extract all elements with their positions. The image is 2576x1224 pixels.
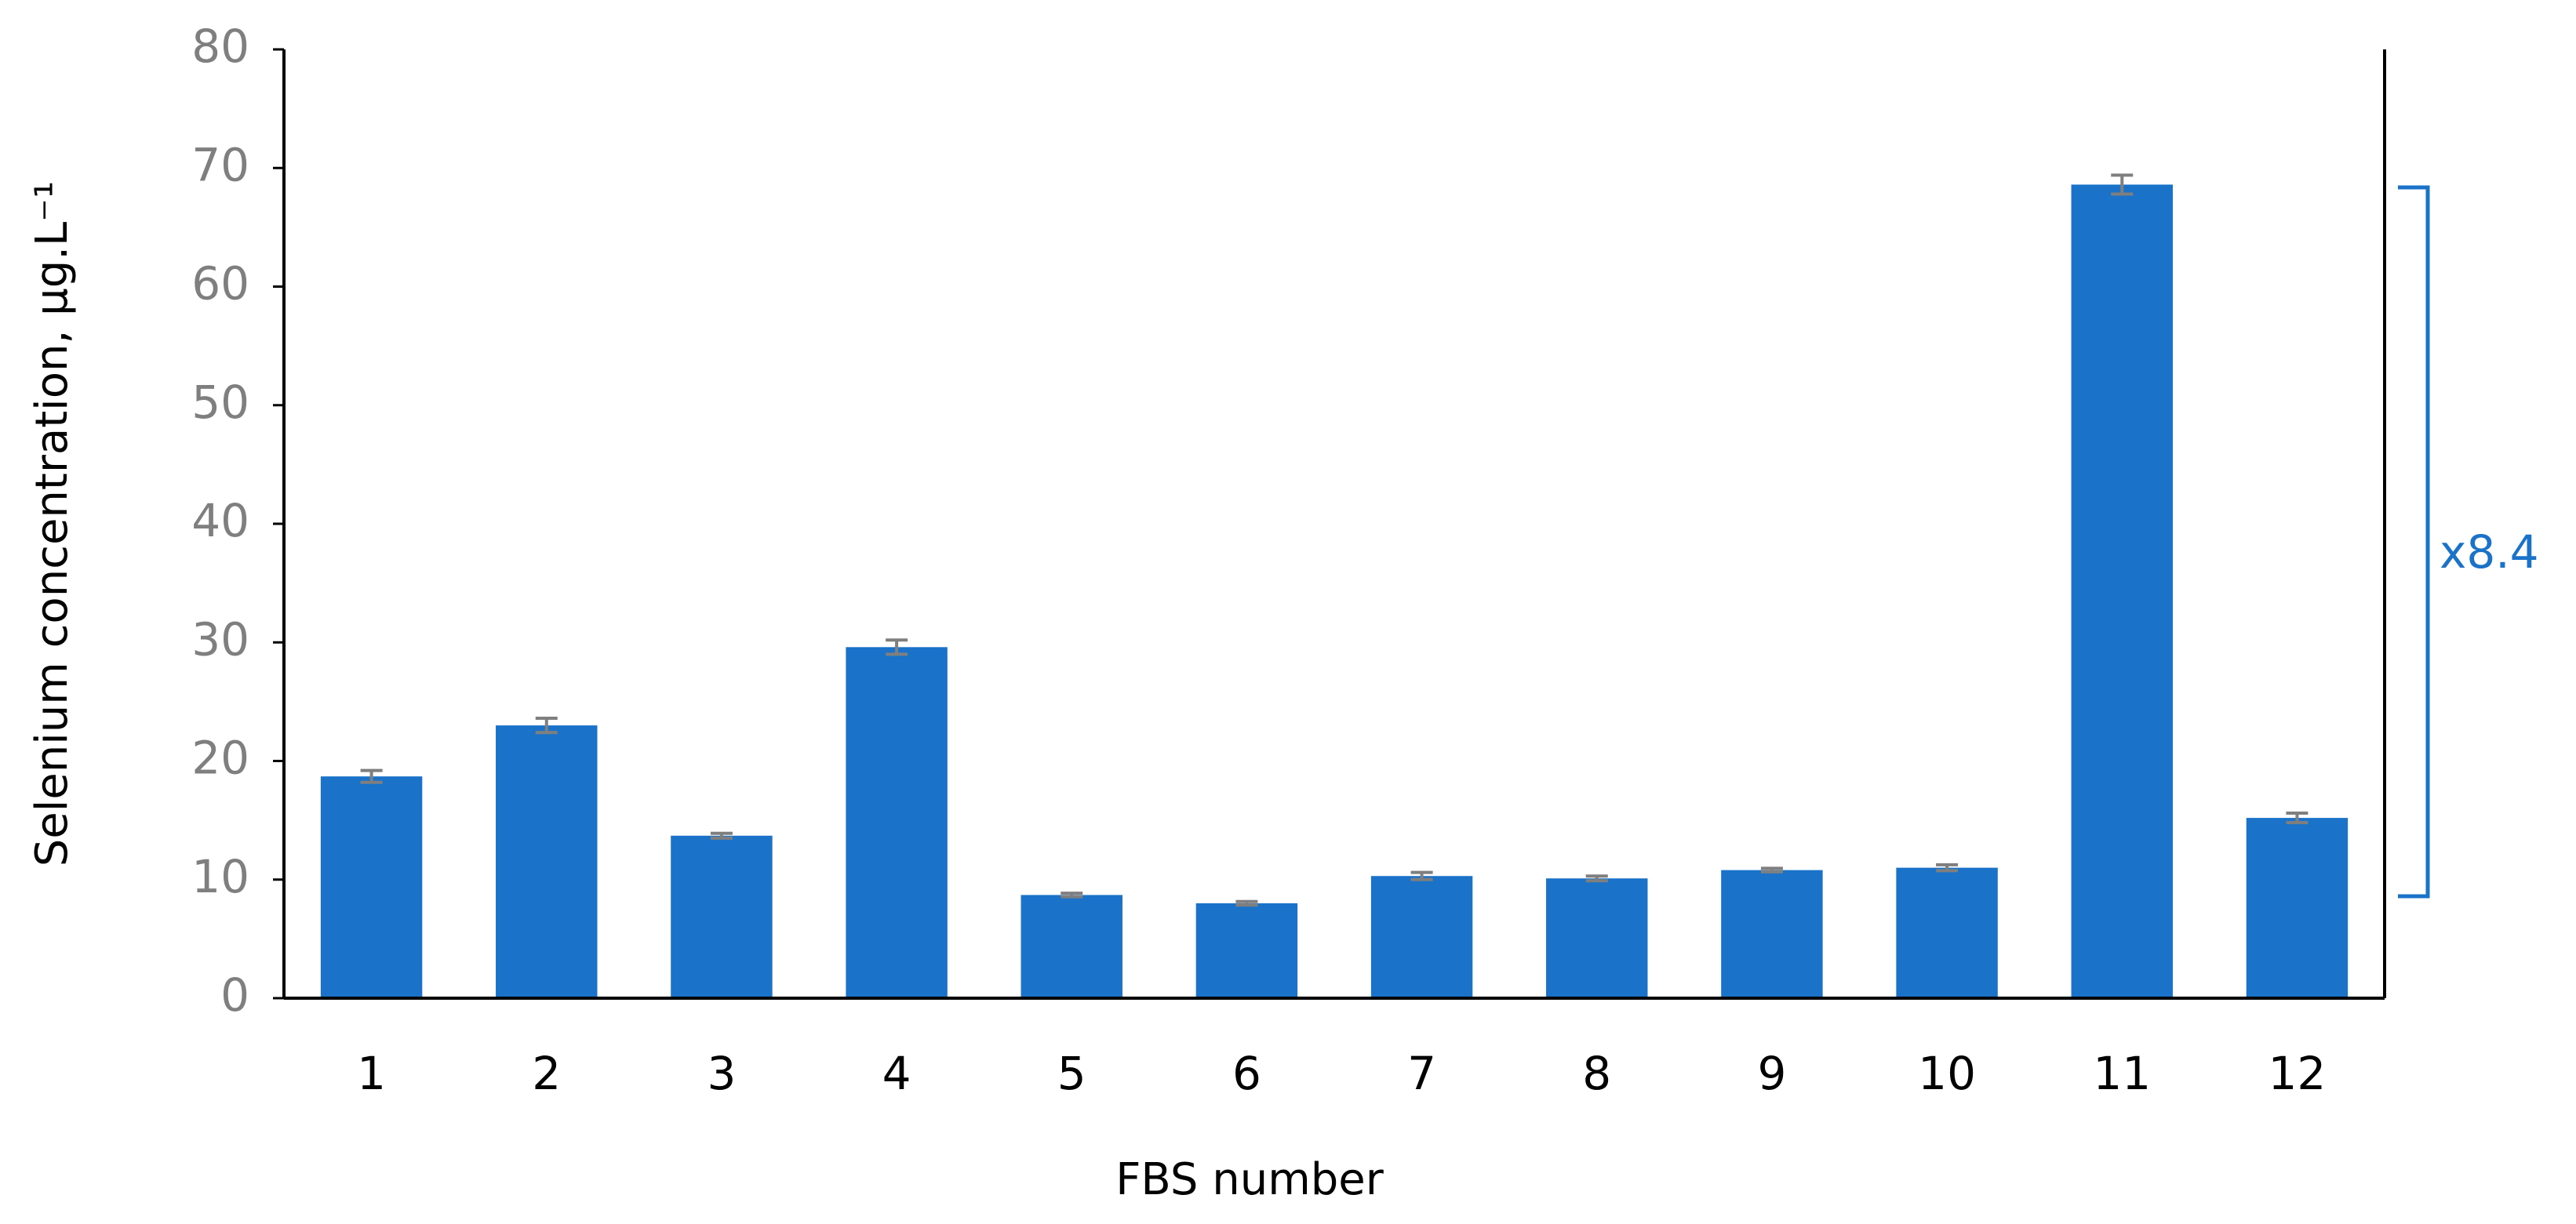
bar <box>1546 878 1648 998</box>
error-bar <box>1235 899 1258 907</box>
bar <box>320 776 423 998</box>
y-tick-label: 70 <box>191 138 249 191</box>
x-tick-label: 2 <box>532 1047 561 1100</box>
bar <box>1721 870 1823 998</box>
error-bar <box>1936 863 1959 873</box>
x-tick-label: 12 <box>2269 1047 2327 1100</box>
x-tick-label: 8 <box>1582 1047 1611 1100</box>
y-tick-label: 60 <box>191 257 249 311</box>
y-tick-label: 20 <box>191 732 249 785</box>
error-bar <box>1585 874 1608 883</box>
bar <box>1896 867 1998 998</box>
error-bar <box>360 768 383 784</box>
bar <box>1021 895 1122 998</box>
error-bar <box>1760 866 1783 874</box>
x-tick-label: 7 <box>1407 1047 1436 1100</box>
bar <box>2246 818 2349 998</box>
error-bar <box>1410 870 1433 881</box>
x-tick-label: 10 <box>1918 1047 1976 1100</box>
error-bar <box>886 638 908 656</box>
y-tick-label: 30 <box>191 612 249 666</box>
x-axis-title: FBS number <box>1115 1154 1384 1205</box>
bar <box>496 725 598 998</box>
x-tick-label: 3 <box>707 1047 736 1100</box>
x-tick-label: 6 <box>1232 1047 1261 1100</box>
y-tick-label: 80 <box>191 20 249 73</box>
x-tick-label: 9 <box>1757 1047 1786 1100</box>
error-bar <box>1061 892 1083 899</box>
y-tick-label: 0 <box>220 968 249 1022</box>
x-tick-label: 5 <box>1057 1047 1086 1100</box>
y-tick-label: 10 <box>191 850 249 903</box>
bar <box>846 647 948 998</box>
y-tick-label: 40 <box>191 494 249 547</box>
y-axis-title: Selenium concentration, μg.L⁻¹ <box>27 181 78 867</box>
bar <box>1195 903 1298 998</box>
bar <box>2071 184 2173 998</box>
error-bar <box>2111 173 2134 196</box>
x-tick-label: 1 <box>357 1047 386 1100</box>
bar <box>1370 876 1473 998</box>
annotation: x8.4 <box>2440 525 2539 579</box>
y-tick-label: 50 <box>191 376 249 429</box>
error-bar <box>2286 812 2309 825</box>
error-bar <box>710 831 733 840</box>
error-bar <box>535 717 558 735</box>
x-tick-label: 4 <box>882 1047 911 1100</box>
bar <box>671 835 773 998</box>
x-tick-label: 11 <box>2093 1047 2151 1100</box>
bracket <box>2398 185 2430 899</box>
